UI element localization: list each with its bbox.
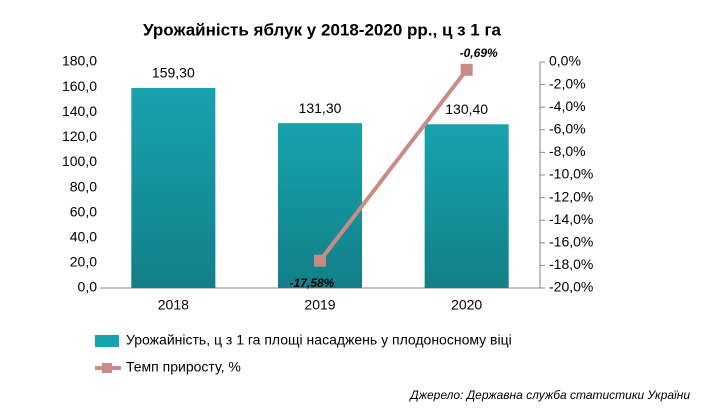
y-tick-label: 160,0 (62, 78, 97, 94)
line-data-label: -17,58% (290, 276, 335, 290)
data-label: 130,40 (445, 101, 488, 117)
y2-tick-label: -8,0% (549, 143, 586, 159)
y2-tick-label: 0,0% (549, 53, 581, 69)
y2-tick-label: -12,0% (549, 188, 593, 204)
y-tick-label: 100,0 (62, 153, 97, 169)
y-tick-label: 0,0 (78, 279, 98, 295)
legend-label: Урожайність, ц з 1 га площі насаджень у … (126, 332, 512, 348)
y-tick-label: 20,0 (70, 254, 97, 270)
legend-swatch (95, 335, 119, 347)
y-tick-label: 140,0 (62, 103, 97, 119)
x-tick-label: 2018 (158, 297, 189, 313)
y2-tick-label: -20,0% (549, 279, 593, 295)
bar-shade (131, 87, 216, 289)
y2-tick-label: -4,0% (549, 98, 586, 114)
y-tick-label: 60,0 (70, 203, 97, 219)
source: Джерело: Державна служба статистики Укра… (408, 388, 690, 402)
y2-tick-label: -6,0% (549, 121, 586, 137)
data-label: 131,30 (299, 100, 342, 116)
y-tick-label: 180,0 (62, 53, 97, 69)
legend-swatch-marker (102, 363, 112, 373)
y2-tick-label: -18,0% (549, 256, 593, 272)
x-tick-label: 2020 (451, 297, 482, 313)
y-tick-label: 80,0 (70, 178, 97, 194)
y2-tick-label: -16,0% (549, 234, 593, 250)
chart-title: Урожайність яблук у 2018-2020 рр., ц з 1… (143, 20, 502, 39)
line (318, 68, 469, 262)
y2-tick-label: -2,0% (549, 75, 586, 91)
bar-shade (424, 124, 509, 288)
x-tick-label: 2019 (304, 297, 335, 313)
y2-tick-label: -14,0% (549, 211, 593, 227)
y-tick-label: 120,0 (62, 128, 97, 144)
legend-label: Темп приросту, % (126, 359, 241, 375)
line-marker (460, 63, 473, 76)
y-tick-label: 40,0 (70, 228, 97, 244)
y2-tick-label: -10,0% (549, 166, 593, 182)
data-label: 159,30 (152, 65, 195, 81)
line-marker (314, 254, 326, 267)
line-data-label: -0,69% (460, 46, 498, 60)
